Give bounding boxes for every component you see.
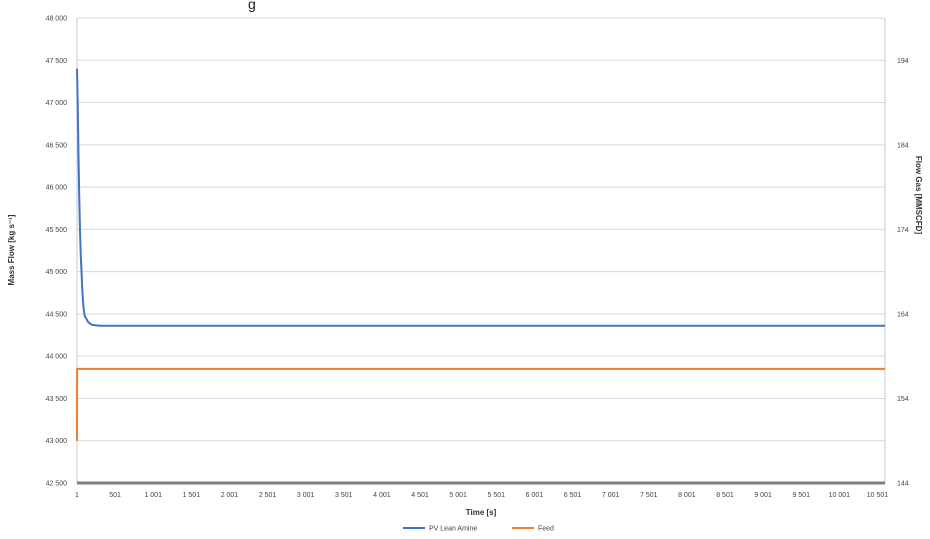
x-tick-label: 1 — [75, 492, 79, 499]
y-left-tick-label: 48 000 — [46, 16, 68, 23]
y-right-tick-label: 144 — [897, 481, 909, 488]
y-right-tick-label: 154 — [897, 396, 909, 403]
x-tick-label: 10 501 — [867, 492, 889, 499]
x-axis-title: Time [s] — [466, 508, 497, 517]
y-left-axis-title: Mass Flow [kg s⁻¹] — [7, 214, 16, 285]
x-tick-labels: 1 501 1 001 1 501 2 001 2 501 3 001 3 501 4 001 4… — [75, 492, 888, 499]
series-line-pv-lean-amine — [76, 68, 885, 327]
legend: PV Lean Amine Feed — [403, 526, 554, 533]
x-tick-label: 4 001 — [373, 492, 391, 499]
y-right-tick-labels: 144 154 164 174 184 194 — [897, 58, 909, 488]
series-lines — [76, 68, 885, 441]
x-tick-label: 5 501 — [488, 492, 506, 499]
y-left-tick-label: 45 000 — [46, 269, 68, 276]
x-tick-label: 1 501 — [183, 492, 201, 499]
x-tick-label: 10 001 — [829, 492, 851, 499]
x-tick-label: 3 501 — [335, 492, 353, 499]
chart-title-fragment: g — [248, 0, 256, 12]
y-right-tick-label: 174 — [897, 227, 909, 234]
y-left-tick-label: 47 500 — [46, 58, 68, 65]
x-tick-label: 6 501 — [564, 492, 582, 499]
y-left-tick-label: 47 000 — [46, 100, 68, 107]
x-tick-label: 8 001 — [678, 492, 696, 499]
y-right-axis-title: Flow Gas [MMSCFD] — [914, 156, 923, 235]
y-left-tick-label: 44 500 — [46, 311, 68, 318]
x-tick-label: 2 501 — [259, 492, 277, 499]
legend-label: Feed — [538, 526, 554, 533]
y-right-tick-label: 194 — [897, 58, 909, 65]
x-tick-label: 6 001 — [526, 492, 544, 499]
y-left-tick-label: 43 000 — [46, 438, 68, 445]
x-tick-label: 8 501 — [716, 492, 734, 499]
y-left-tick-label: 42 500 — [46, 481, 68, 488]
y-left-tick-label: 46 000 — [46, 185, 68, 192]
x-tick-label: 5 001 — [449, 492, 467, 499]
y-left-tick-label: 45 500 — [46, 227, 68, 234]
y-right-tick-label: 184 — [897, 142, 909, 149]
x-tick-label: 4 501 — [411, 492, 429, 499]
x-tick-label: 9 001 — [754, 492, 772, 499]
y-left-tick-label: 43 500 — [46, 396, 68, 403]
legend-label: PV Lean Amine — [429, 526, 477, 533]
x-tick-label: 7 501 — [640, 492, 658, 499]
x-tick-label: 3 001 — [297, 492, 315, 499]
series-line-feed — [76, 367, 885, 441]
gridlines — [77, 17, 885, 442]
y-left-tick-label: 44 000 — [46, 354, 68, 361]
axes — [76, 18, 886, 483]
y-left-tick-label: 46 500 — [46, 142, 68, 149]
y-left-tick-labels: 42 500 43 000 43 500 44 000 44 500 45 000 45 5… — [46, 16, 68, 488]
x-tick-label: 7 001 — [602, 492, 620, 499]
x-tick-label: 1 001 — [144, 492, 162, 499]
x-tick-label: 9 501 — [792, 492, 810, 499]
x-tick-label: 2 001 — [221, 492, 239, 499]
x-tick-label: 501 — [109, 492, 121, 499]
y-right-tick-label: 164 — [897, 311, 909, 318]
